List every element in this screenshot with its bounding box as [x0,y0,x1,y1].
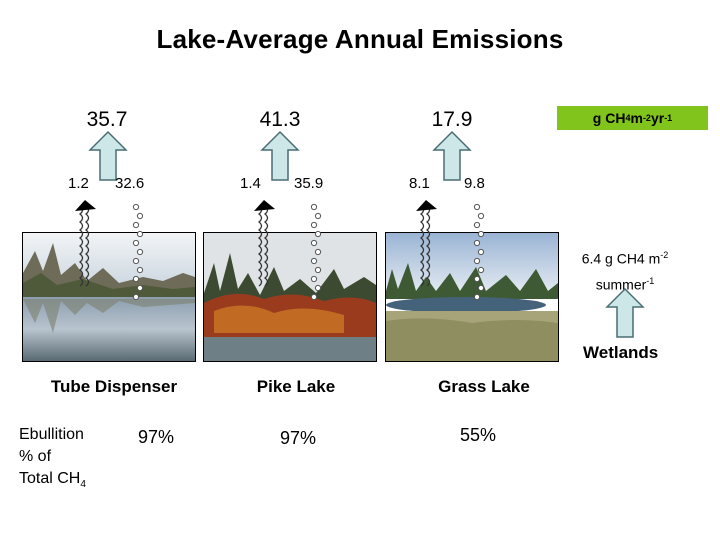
page-title: Lake-Average Annual Emissions [156,24,564,54]
bubble-2-7 [310,257,318,265]
bubble-2-8 [314,266,322,274]
wetlands-label: Wetlands [583,343,659,362]
wetlands-flux: 6.4 g CH4 m-2 summer-1 [581,250,669,293]
bubble-2-6 [314,248,322,256]
bubble-1-6 [136,248,144,256]
bubble-3-1 [473,203,481,211]
bubble-2-2 [314,212,322,220]
bubble-2-3 [310,221,318,229]
pike-lake-photo [203,232,377,362]
bubble-3-6 [477,248,485,256]
lake3-ebullition-pct: 55% [460,425,497,445]
diffusion-wave-2-2 [263,205,269,287]
diffusion-wave-1-1 [78,205,84,287]
lake2-total: 41.3 [259,108,301,131]
lake3-diffusion: 8.1 [409,175,430,192]
bubble-3-4 [477,230,485,238]
bubble-2-1 [310,203,318,211]
bubble-1-1 [132,203,140,211]
lake3-total: 17.9 [431,108,473,131]
bubble-1-3 [132,221,140,229]
lake1-name: Tube Dispenser [50,377,178,396]
bubble-3-2 [477,212,485,220]
bubble-2-11 [310,293,318,301]
ebullition-row-label: Ebullition % of Total CH4 [19,426,86,491]
lake2-ebullition-pct: 97% [280,428,317,448]
lake1-ebullition: 32.6 [115,175,145,192]
bubble-3-8 [477,266,485,274]
diffusion-wave-2-1 [257,205,263,287]
bubble-2-5 [310,239,318,247]
lake2-diffusion: 1.4 [240,175,261,192]
bubble-2-9 [310,275,318,283]
bubble-1-8 [136,266,144,274]
lake3-ebullition: 9.8 [464,175,485,192]
tube-dispenser-photo [22,232,196,362]
unit-text: g CH [592,110,626,126]
diffusion-arrowhead-1 [75,200,96,211]
lake3-flux-arrow [432,130,472,181]
lake3-name: Grass Lake [438,377,530,396]
grass-lake-photo [385,232,559,362]
diffusion-wave-1-2 [84,205,90,287]
lake1-total: 35.7 [86,108,128,131]
bubble-3-11 [473,293,481,301]
diffusion-arrowhead-2 [254,200,275,211]
bubble-1-5 [132,239,140,247]
bubble-3-7 [473,257,481,265]
lake2-ebullition: 35.9 [294,175,324,192]
bubble-1-7 [132,257,140,265]
bubble-2-10 [314,284,322,292]
bubble-2-4 [314,230,322,238]
bubble-1-10 [136,284,144,292]
bubble-3-3 [473,221,481,229]
diffusion-wave-3-1 [419,205,425,287]
wetlands-flux-arrow [605,287,645,338]
bubble-1-2 [136,212,144,220]
lake1-ebullition-pct: 97% [138,427,175,447]
bubble-3-5 [473,239,481,247]
lake2-name: Pike Lake [256,377,336,396]
bubble-3-9 [473,275,481,283]
bubble-3-10 [477,284,485,292]
flux-pathways [75,200,485,301]
bubble-1-9 [132,275,140,283]
lake1-flux-arrow [88,130,128,181]
lake2-flux-arrow [260,130,300,181]
diffusion-wave-3-2 [425,205,431,287]
diffusion-arrowhead-3 [416,200,437,211]
unit-box: g CH 4 m -2 yr -1 [557,106,708,130]
lake1-diffusion: 1.2 [68,175,89,192]
bubble-1-11 [132,293,140,301]
bubble-1-4 [136,230,144,238]
